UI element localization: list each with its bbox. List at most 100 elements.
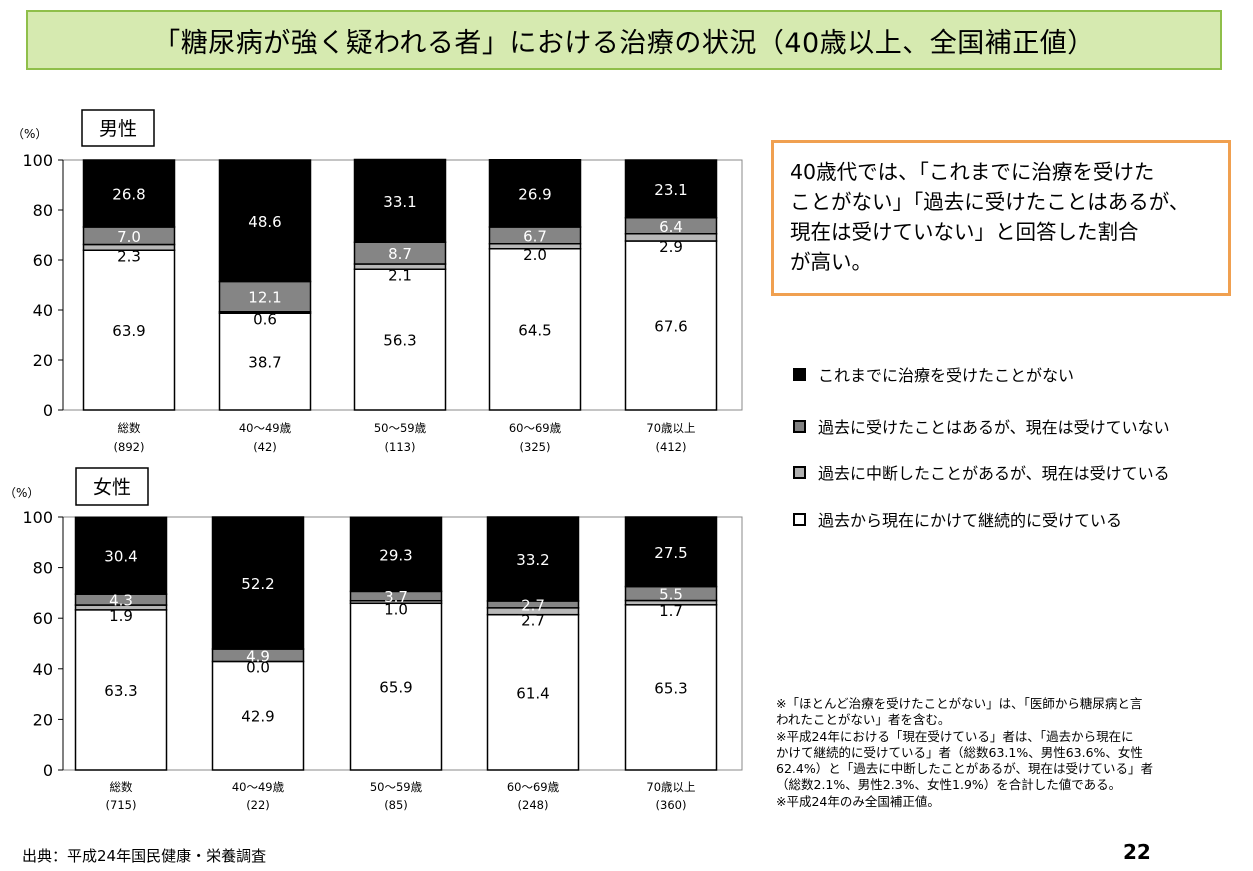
data-label: 1.7 [659, 602, 683, 620]
callout-box: 40歳代では、「これまでに治療を受けた ことがない」「過去に受けたことはあるが、… [771, 140, 1231, 296]
data-label: 2.7 [521, 596, 545, 614]
page-title: 「糖尿病が強く疑われる者」における治療の状況（40歳以上、全国補正値） [26, 10, 1222, 70]
bar-segment [218, 159, 312, 283]
data-label: 63.3 [104, 682, 137, 700]
footnote-line: 62.4%）と「過去に中断したことがあるが、現在は受けている」者 [776, 761, 1153, 777]
data-label: 2.3 [117, 247, 141, 265]
data-label: 30.4 [104, 548, 137, 566]
bar-segment [486, 516, 580, 602]
y-axis-unit: （%） [12, 127, 47, 141]
data-label: 0.6 [253, 310, 277, 328]
y-tick-label: 60 [33, 251, 53, 270]
x-category-label: 40～49歳 [239, 421, 292, 435]
chart-title-box [81, 109, 155, 147]
data-label: 67.6 [654, 318, 687, 336]
data-label: 27.5 [654, 544, 687, 562]
footnote-line: かけて継続的に受けている」者（総数63.1%、男性63.6%、女性 [776, 744, 1143, 760]
x-category-label: 70歳以上 [646, 780, 695, 794]
data-label: 26.8 [112, 186, 145, 204]
data-label: 52.2 [241, 575, 274, 593]
legend-item: 過去に受けたことはあるが、現在は受けていない [793, 414, 1170, 438]
x-category-count: (113) [385, 440, 416, 454]
data-label: 29.3 [379, 546, 412, 564]
legend-label: 過去に受けたことはあるが、現在は受けていない [818, 418, 1170, 437]
x-category-count: (85) [384, 798, 408, 812]
y-tick-label: 0 [43, 401, 53, 420]
legend-label: これまでに治療を受けたことがない [818, 366, 1075, 385]
footnote-line: ※「ほとんど治療を受けたことがない」は、「医師から糖尿病と言 [776, 696, 1143, 711]
callout-line: 40歳代では、「これまでに治療を受けた [790, 160, 1155, 184]
bar-segment [218, 280, 312, 313]
data-label: 65.3 [654, 679, 687, 697]
data-label: 23.1 [654, 181, 687, 199]
data-label: 56.3 [383, 332, 416, 350]
data-label: 4.9 [246, 647, 270, 665]
bar-segment [488, 159, 582, 228]
chart-title: 男性 [99, 118, 137, 140]
data-label: 38.7 [248, 354, 281, 372]
bar-segment [349, 602, 443, 771]
y-tick-label: 80 [33, 559, 53, 578]
data-label: 12.1 [248, 289, 281, 307]
data-label: 2.0 [523, 246, 547, 264]
bar-segment [624, 159, 718, 219]
source-citation: 出典：平成24年国民健康・栄養調査 [22, 847, 267, 865]
data-label: 42.9 [241, 708, 274, 726]
x-category-count: (412) [656, 440, 687, 454]
data-label: 0.0 [246, 658, 270, 676]
bar-segment [211, 660, 305, 771]
x-category-count: (248) [518, 798, 549, 812]
bar-segment [486, 613, 580, 771]
bar-segment [624, 516, 718, 588]
data-label: 33.2 [516, 551, 549, 569]
bar-segment [353, 268, 447, 411]
legend-swatch [793, 367, 806, 381]
footnote-line: （総数2.1%、男性2.3%、女性1.9%）を合計した値である。 [776, 777, 1122, 793]
bar-segment [82, 249, 176, 411]
legend-swatch [793, 512, 806, 526]
bar-segment [211, 516, 305, 650]
x-category-label: 総数 [118, 421, 141, 435]
y-tick-label: 100 [22, 508, 53, 527]
callout-line: ことがない」「過去に受けたことはあるが、 [790, 190, 1190, 214]
x-category-count: (22) [246, 798, 270, 812]
footnotes: ※「ほとんど治療を受けたことがない」は、「医師から糖尿病と言 われたことがない」… [776, 696, 1226, 810]
chart-title-box [75, 467, 149, 506]
data-label: 33.1 [383, 193, 416, 211]
legend-item: 過去から現在にかけて継続的に受けている [793, 507, 1122, 531]
legend-item: これまでに治療を受けたことがない [793, 362, 1074, 386]
x-category-label: 総数 [110, 780, 133, 794]
footnote-line: われたことがない」者を含む。 [776, 712, 951, 728]
footnote-line: ※平成24年のみ全国補正値。 [776, 793, 940, 809]
data-label: 2.7 [521, 612, 545, 630]
data-label: 5.5 [659, 586, 683, 604]
bar-segment [488, 248, 582, 411]
data-label: 6.4 [659, 218, 683, 236]
data-label: 2.1 [388, 266, 412, 284]
y-tick-label: 60 [33, 609, 53, 628]
x-category-label: 60～69歳 [507, 780, 560, 794]
y-tick-label: 20 [33, 710, 53, 729]
legend-item: 過去に中断したことがあるが、現在は受けている [793, 460, 1170, 484]
data-label: 63.9 [112, 322, 145, 340]
callout-line: 現在は受けていない」と回答した割合 [790, 220, 1139, 244]
x-category-count: (892) [114, 440, 145, 454]
bar-segment [74, 609, 168, 771]
data-label: 7.0 [117, 228, 141, 246]
x-category-label: 50～59歳 [374, 421, 427, 435]
callout-line: が高い。 [790, 250, 872, 274]
bar-segment [624, 240, 718, 411]
data-label: 26.9 [518, 185, 551, 203]
legend-label: 過去から現在にかけて継続的に受けている [818, 511, 1123, 530]
y-tick-label: 40 [33, 660, 53, 679]
data-label: 6.7 [523, 227, 547, 245]
chart-title: 女性 [93, 477, 131, 499]
data-label: 64.5 [518, 321, 551, 339]
bar-segment [624, 604, 718, 771]
data-label: 1.0 [384, 600, 408, 618]
bar-segment [82, 159, 176, 228]
legend-label: 過去に中断したことがあるが、現在は受けている [818, 464, 1170, 483]
bar-segment [353, 158, 447, 243]
y-tick-label: 100 [22, 151, 53, 170]
x-category-label: 60～69歳 [509, 421, 562, 435]
